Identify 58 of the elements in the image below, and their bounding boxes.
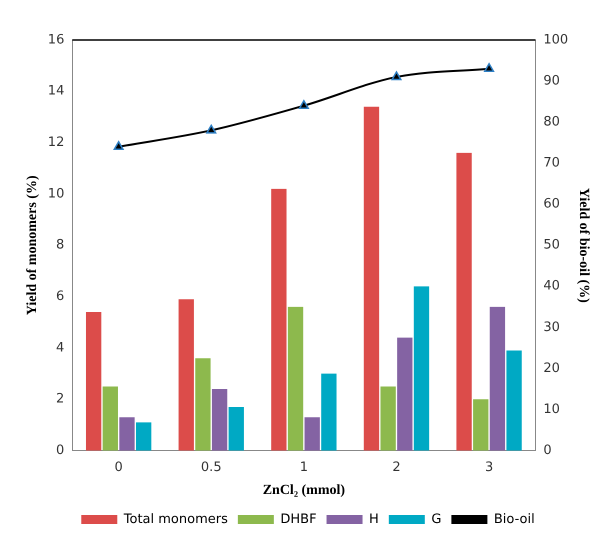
bar (321, 374, 337, 451)
y2-tick-label: 0 (543, 442, 552, 458)
y-tick-label: 8 (56, 238, 64, 253)
y2-tick-label: 100 (543, 32, 568, 48)
y2-axis-title: Yield of bio-oil (%) (576, 188, 591, 304)
y2-tick-label: 10 (543, 402, 560, 417)
y-tick-label: 10 (48, 186, 64, 202)
legend-label: DHBF (280, 512, 317, 527)
y-tick-label: 12 (48, 135, 64, 150)
bar (102, 386, 118, 451)
bar (304, 417, 320, 451)
bar (178, 299, 194, 451)
bar (473, 399, 488, 451)
y2-tick-label: 30 (543, 320, 560, 335)
y2-tick-label: 70 (543, 156, 560, 171)
x-tick-label: 3 (484, 460, 494, 475)
bar (506, 350, 522, 451)
x-tick-label: 0 (114, 460, 123, 475)
point (298, 100, 309, 109)
legend-label: H (369, 512, 379, 527)
y2-tick-label: 20 (543, 360, 560, 376)
bar (364, 106, 380, 451)
bar (86, 312, 102, 451)
point (206, 124, 216, 134)
y2-tick-label: 40 (543, 278, 560, 294)
point (114, 141, 124, 150)
y-tick-label: 14 (48, 84, 64, 99)
y-tick-label: 6 (56, 289, 64, 304)
x-tick-label: 1 (300, 460, 308, 475)
y-tick-label: 2 (56, 392, 64, 407)
y2-tick-label: 80 (543, 114, 560, 130)
bar (456, 152, 472, 451)
y-axis-title: Yield of monomers (%) (25, 175, 40, 316)
bar (380, 386, 396, 451)
bar (136, 422, 152, 451)
y2-tick-label: 60 (543, 196, 560, 212)
point (484, 62, 494, 72)
bar (271, 188, 287, 451)
y2-tick-label: 50 (543, 238, 560, 253)
bar (490, 306, 506, 451)
y-tick-label: 4 (56, 340, 64, 356)
bar (228, 406, 244, 451)
y-tick-label: 16 (48, 32, 64, 48)
y2-tick-label: 90 (543, 73, 560, 88)
x-tick-label: 0.5 (200, 460, 222, 475)
bar (288, 306, 304, 451)
bar (212, 389, 228, 451)
bar (195, 358, 211, 451)
legend-label: G (431, 512, 442, 527)
bar (397, 338, 412, 451)
y-tick-label: 0 (56, 442, 64, 458)
legend-label: Total monomers (122, 512, 228, 527)
x-axis-title: ZnCl₂ (mmol) (262, 483, 346, 498)
bar (414, 286, 430, 451)
legend-label: Bio-oil (494, 512, 535, 527)
point (391, 71, 402, 80)
bar (119, 417, 135, 451)
x-tick-label: 2 (392, 460, 401, 475)
